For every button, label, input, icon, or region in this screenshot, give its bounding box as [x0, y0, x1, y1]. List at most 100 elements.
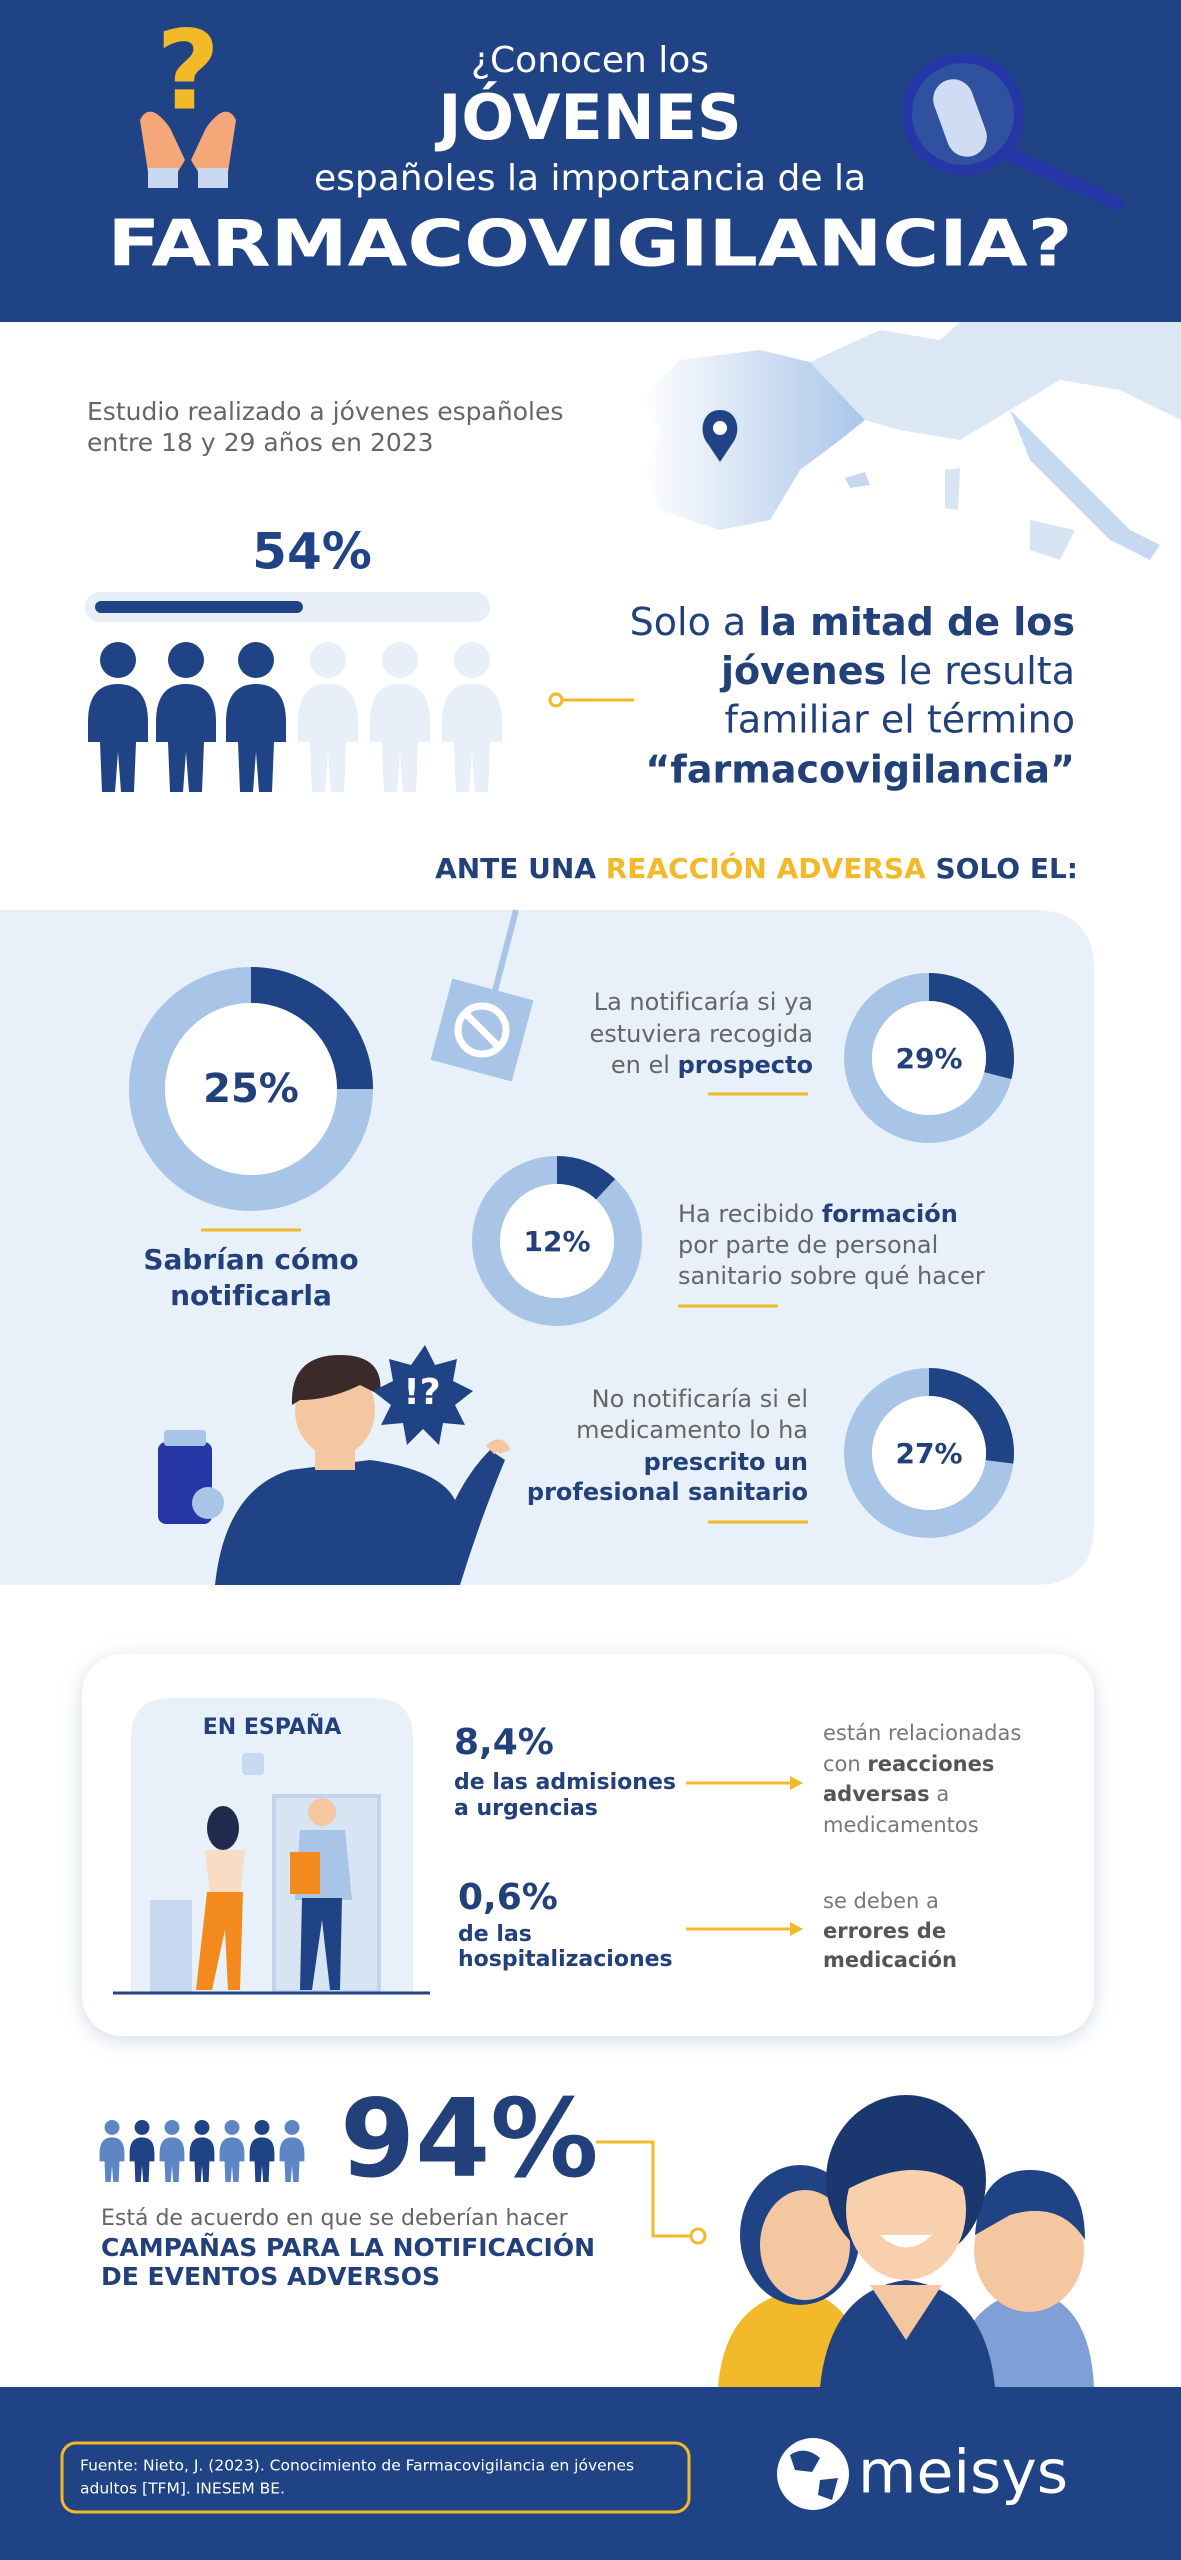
stat-detail: adversas a: [823, 1782, 949, 1806]
donut-hole: [872, 1396, 986, 1510]
person-body: [156, 684, 216, 792]
text: REACCIÓN ADVERSA: [606, 851, 926, 885]
campaign-highlight: CAMPAÑAS PARA LA NOTIFICACIÓN: [101, 2232, 595, 2262]
campaign-highlight: DE EVENTOS ADVERSOS: [101, 2262, 440, 2291]
text: adversas: [823, 1782, 930, 1806]
doctor-illustration: [113, 1753, 430, 1995]
exclamation: !?: [403, 1372, 440, 1413]
text: con: [823, 1752, 867, 1776]
stat-detail: están relacionadas: [823, 1721, 1021, 1745]
reaction-text: por parte de personal: [678, 1231, 938, 1259]
person-body: [88, 684, 148, 792]
map: [640, 322, 1181, 560]
title-line: españoles la importancia de la: [314, 158, 866, 199]
reaction-text: en el prospecto: [611, 1051, 813, 1079]
person-body: [298, 684, 358, 792]
person-head: [194, 2120, 210, 2135]
donuts: 25% 29% 12% 27%: [129, 967, 1014, 1538]
stat-subtitle: hospitalizaciones: [458, 1947, 673, 1972]
reaction-text: Ha recibido formación: [678, 1200, 958, 1228]
stat-detail: con reacciones: [823, 1752, 994, 1776]
text: a: [930, 1782, 950, 1806]
donut-label: 25%: [203, 1066, 299, 1112]
stat-detail: se deben a: [823, 1889, 939, 1913]
person-body: [159, 2137, 185, 2182]
stat-subtitle: a urgencias: [454, 1796, 598, 1821]
text: formación: [822, 1200, 958, 1228]
text: Ha recibido: [678, 1200, 822, 1228]
card-title: EN ESPAÑA: [203, 1714, 342, 1740]
text: la mitad de los: [758, 600, 1075, 644]
person-head: [238, 642, 274, 678]
person-head: [134, 2120, 150, 2135]
donut-arc: [928, 973, 1014, 1080]
person-head: [224, 2120, 240, 2135]
person-body: [370, 684, 430, 792]
reaction-text: No notificaría si el: [592, 1385, 808, 1413]
person-head: [100, 642, 136, 678]
stat-value: 8,4%: [454, 1722, 554, 1763]
reaction-text: prescrito un: [644, 1448, 808, 1476]
reaction-text: medicamento lo ha: [576, 1416, 808, 1444]
donut-arc: [556, 1156, 616, 1200]
hands-icon: ?: [140, 6, 236, 188]
person-body: [279, 2137, 305, 2182]
source-text: adultos [TFM]. INESEM BE.: [80, 2480, 285, 2498]
title-line: FARMACOVIGILANCIA?: [108, 208, 1073, 282]
person-head: [310, 642, 346, 678]
section-heading: ANTE UNA REACCIÓN ADVERSA SOLO EL:: [435, 851, 1078, 885]
title-line: JÓVENES: [434, 81, 741, 154]
person-head: [168, 642, 204, 678]
donut-hole: [500, 1184, 614, 1298]
person-head: [454, 642, 490, 678]
people-icons: [99, 2120, 305, 2182]
text: en el: [611, 1051, 678, 1079]
person-head: [254, 2120, 270, 2135]
sign-illustration: [430, 909, 534, 1082]
source-text: Fuente: Nieto, J. (2023). Conocimiento d…: [80, 2457, 634, 2475]
donut-label: 27%: [895, 1437, 962, 1470]
donut-label: 12%: [523, 1225, 590, 1258]
connector: [596, 2140, 690, 2238]
percent-label: 54%: [252, 523, 372, 581]
title-line: ¿Conocen los: [471, 40, 709, 81]
person-head: [382, 642, 418, 678]
question-icon: ?: [156, 6, 220, 134]
text: jóvenes: [719, 649, 886, 693]
magnifier-icon: [902, 53, 1125, 211]
person-body: [442, 684, 502, 792]
stat-detail: medicamentos: [823, 1813, 979, 1837]
donut-hole: [872, 1001, 986, 1115]
faces-illustration: [718, 2095, 1094, 2387]
statement-line: “farmacovigilancia”: [645, 748, 1075, 792]
text: ANTE UNA: [435, 852, 606, 885]
statement-line: jóvenes le resulta: [719, 649, 1075, 693]
donut-hole: [165, 1003, 337, 1175]
campaign-text: Está de acuerdo en que se deberían hacer: [101, 2206, 569, 2231]
connector-dot: [548, 692, 564, 708]
reaction-text: La notificaría si ya: [594, 988, 813, 1016]
statement-line: Solo a la mitad de los: [630, 600, 1075, 644]
statement-line: familiar el término: [725, 698, 1076, 742]
campaign-percent: 94%: [340, 2077, 599, 2202]
person-body: [219, 2137, 245, 2182]
stat-detail: medicación: [823, 1948, 957, 1972]
donut-label: 29%: [895, 1042, 962, 1075]
person-body: [226, 684, 286, 792]
reaction-text: sanitario sobre qué hacer: [678, 1262, 985, 1290]
arrows: [686, 1776, 803, 1936]
logo: meisys: [858, 2438, 1068, 2508]
stat-subtitle: de las: [458, 1922, 532, 1947]
footer-bg: [0, 2387, 1181, 2560]
text: SOLO EL:: [926, 852, 1078, 885]
stat-subtitle: de las admisiones: [454, 1770, 676, 1795]
reaction-text: Sabrían cómo: [143, 1243, 358, 1276]
person-body: [99, 2137, 125, 2182]
text: prospecto: [678, 1051, 813, 1079]
stat-detail: errores de: [823, 1919, 946, 1943]
person-body: [189, 2137, 215, 2182]
donut-arc: [250, 967, 373, 1090]
donut-arc: [928, 1368, 1014, 1464]
connector-dot: [689, 2227, 707, 2245]
